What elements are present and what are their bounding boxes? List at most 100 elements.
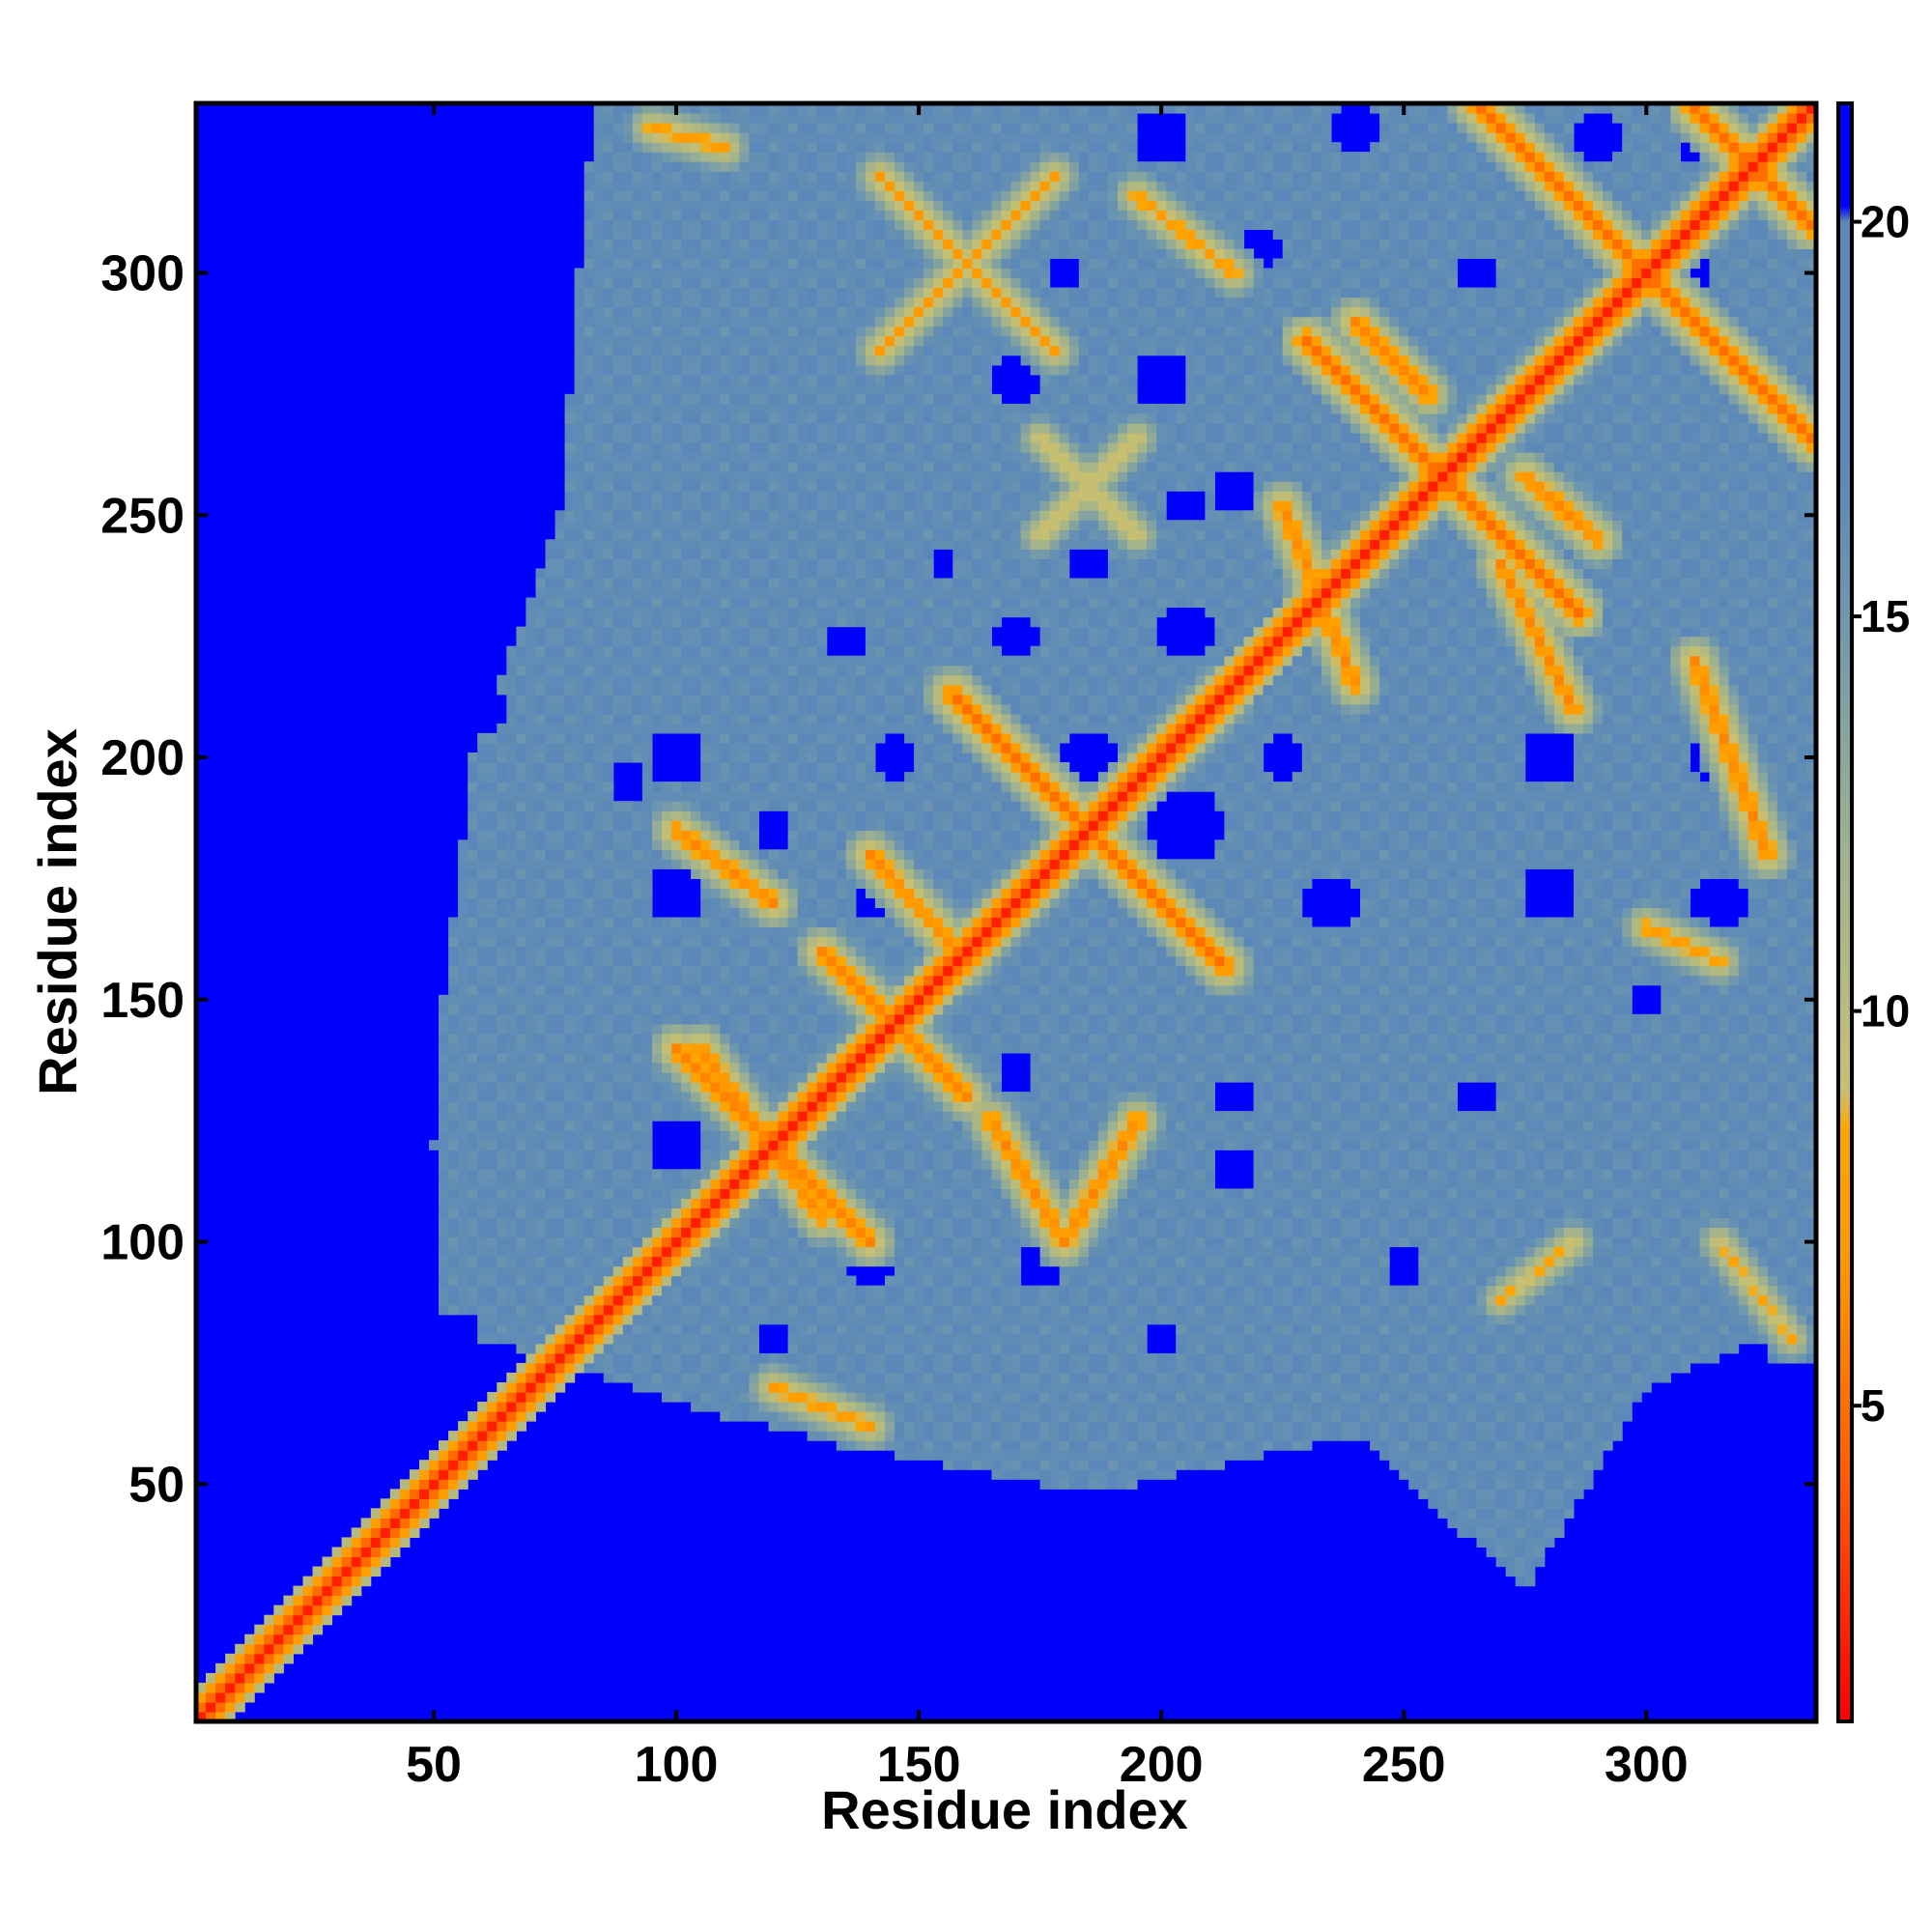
- heatmap-cell: [1001, 1198, 1012, 1208]
- heatmap-cell: [1612, 1352, 1623, 1364]
- heatmap-cell: [1059, 1402, 1070, 1412]
- heatmap-cell: [914, 1236, 924, 1248]
- heatmap-cell: [720, 1150, 730, 1160]
- heatmap-cell: [593, 1294, 605, 1306]
- heatmap-cell: [1010, 1469, 1022, 1480]
- heatmap-cell: [448, 1450, 459, 1461]
- heatmap-cell: [516, 1362, 526, 1374]
- heatmap-cell: [1428, 1275, 1438, 1287]
- heatmap-cell: [1330, 1323, 1342, 1335]
- heatmap-cell: [855, 1217, 867, 1228]
- heatmap-cell: [1641, 1121, 1652, 1131]
- heatmap-cell: [1068, 1411, 1080, 1422]
- heatmap-cell: [778, 1208, 789, 1218]
- heatmap-cell: [1234, 1431, 1245, 1441]
- heatmap-cell: [1272, 1440, 1284, 1451]
- heatmap-cell: [506, 1285, 517, 1296]
- heatmap-cell: [1127, 1169, 1138, 1179]
- heatmap-cell: [1622, 1304, 1633, 1316]
- heatmap-cell: [283, 1624, 294, 1635]
- heatmap-cell: [807, 1265, 818, 1277]
- heatmap-cell: [1078, 1227, 1090, 1238]
- heatmap-cell: [1563, 1256, 1575, 1267]
- heatmap-cell: [1515, 1479, 1526, 1490]
- heatmap-cell: [1205, 1265, 1215, 1277]
- heatmap-cell: [1786, 1246, 1798, 1258]
- heatmap-cell: [700, 1198, 711, 1208]
- heatmap-cell: [1632, 1265, 1642, 1277]
- heatmap-cell: [545, 1188, 556, 1199]
- heatmap-cell: [1399, 1111, 1409, 1122]
- heatmap-cell: [874, 1392, 886, 1403]
- heatmap-cell: [448, 1159, 459, 1170]
- heatmap-cell: [1466, 1265, 1478, 1277]
- heatmap-cell: [1068, 1140, 1080, 1151]
- heatmap-cell: [1097, 1169, 1109, 1179]
- heatmap-cell: [1747, 1323, 1759, 1335]
- heatmap-cell: [1234, 1402, 1245, 1412]
- heatmap-cell: [1457, 1140, 1467, 1151]
- heatmap-cell: [1641, 1314, 1652, 1325]
- heatmap-cell: [564, 1343, 576, 1354]
- heatmap-cell: [380, 1537, 391, 1548]
- heatmap-cell: [1205, 1217, 1215, 1228]
- heatmap-cell: [895, 1208, 905, 1218]
- heatmap-cell: [923, 1421, 934, 1432]
- heatmap-cell: [574, 1314, 585, 1325]
- heatmap-cell: [1321, 1352, 1332, 1364]
- heatmap-cell: [1495, 1527, 1507, 1538]
- heatmap-cell: [1447, 1294, 1458, 1306]
- heatmap-cell: [787, 1130, 799, 1141]
- heatmap-cell: [1486, 1111, 1497, 1122]
- heatmap-cell: [1544, 1421, 1555, 1432]
- heatmap-cell: [1757, 1323, 1769, 1335]
- heatmap-cell: [448, 1208, 459, 1218]
- heatmap-cell: [1195, 1372, 1206, 1383]
- heatmap-cell: [1350, 1227, 1361, 1238]
- heatmap-cell: [1603, 1256, 1613, 1267]
- heatmap-cell: [1176, 1256, 1186, 1267]
- heatmap-cell: [720, 1314, 730, 1325]
- heatmap-cell: [1583, 1275, 1594, 1287]
- heatmap-cell: [506, 1208, 517, 1218]
- heatmap-cell: [1321, 1111, 1332, 1122]
- heatmap-cell: [1767, 1188, 1778, 1199]
- heatmap-cell: [439, 1217, 449, 1228]
- heatmap-cell: [1205, 1323, 1215, 1335]
- heatmap-cell: [1428, 1150, 1438, 1160]
- heatmap-cell: [914, 1343, 924, 1354]
- heatmap-cell: [972, 1352, 982, 1364]
- heatmap-cell: [506, 1256, 517, 1267]
- heatmap-cell: [497, 1314, 507, 1325]
- heatmap-cell: [1544, 1246, 1555, 1258]
- heatmap-cell: [807, 1130, 818, 1141]
- heatmap-cell: [991, 1411, 1002, 1422]
- heatmap-cell: [720, 1372, 730, 1383]
- heatmap-cell: [1767, 1227, 1778, 1238]
- heatmap-cell: [662, 1198, 672, 1208]
- heatmap-cell: [1408, 1111, 1419, 1122]
- heatmap-cell: [787, 1208, 799, 1218]
- heatmap-cell: [1457, 1440, 1467, 1451]
- heatmap-cell: [836, 1169, 847, 1179]
- heatmap-cell: [1311, 1304, 1322, 1316]
- heatmap-cell: [506, 1140, 517, 1151]
- heatmap-cell: [1428, 1411, 1438, 1422]
- heatmap-cell: [768, 1121, 780, 1131]
- heatmap-cell: [1563, 1130, 1575, 1141]
- heatmap-cell: [1553, 1479, 1565, 1490]
- heatmap-cell: [1690, 1217, 1701, 1228]
- heatmap-cell: [1457, 1402, 1467, 1412]
- heatmap-cell: [836, 1159, 847, 1170]
- heatmap-cell: [389, 1489, 401, 1499]
- heatmap-cell: [1632, 1343, 1642, 1354]
- heatmap-cell: [526, 1179, 536, 1189]
- heatmap-cell: [816, 1421, 828, 1432]
- heatmap-cell: [1515, 1304, 1526, 1316]
- heatmap-cell: [1553, 1392, 1565, 1403]
- heatmap-cell: [1039, 1323, 1051, 1335]
- heatmap-cell: [1524, 1576, 1536, 1587]
- heatmap-cell: [603, 1169, 614, 1179]
- heatmap-cell: [1524, 1547, 1536, 1558]
- heatmap-cell: [1379, 1208, 1390, 1218]
